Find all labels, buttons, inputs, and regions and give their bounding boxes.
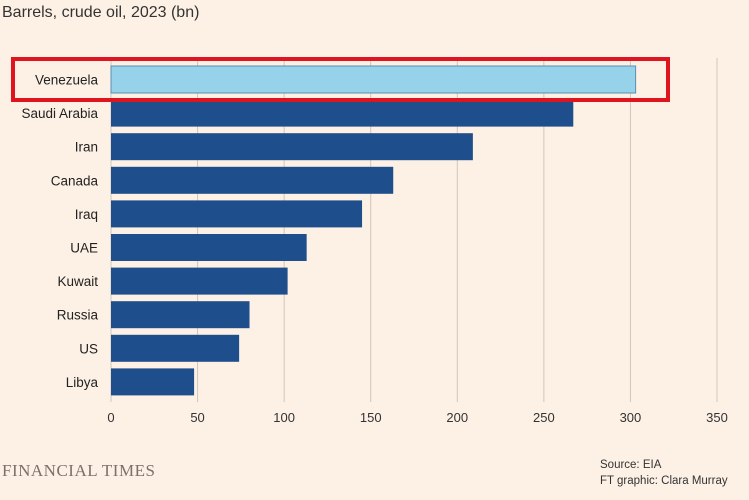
x-tick-label: 150 xyxy=(360,410,382,425)
credit-text: FT graphic: Clara Murray xyxy=(600,475,728,487)
category-label: US xyxy=(79,341,98,356)
source-note: Source: EIA FT graphic: Clara Murray xyxy=(600,457,728,489)
category-label: Russia xyxy=(57,308,99,323)
category-label: Iran xyxy=(75,140,98,155)
source-text: Source: EIA xyxy=(600,459,662,471)
x-tick-label: 350 xyxy=(706,410,728,425)
category-label: UAE xyxy=(70,241,98,256)
x-tick-label: 200 xyxy=(446,410,468,425)
category-label: Kuwait xyxy=(57,274,98,289)
bar-layer xyxy=(110,65,637,396)
x-tick-label: 50 xyxy=(190,410,204,425)
chart-title: Barrels, crude oil, 2023 (bn) xyxy=(2,4,200,21)
brand-logo: FINANCIAL TIMES xyxy=(2,461,156,480)
category-label: Venezuela xyxy=(35,73,99,88)
x-tick-layer: 0 50 100 150 200 250 300 350 xyxy=(107,410,727,425)
bar-saudi-arabia xyxy=(111,99,574,127)
bar-russia xyxy=(111,301,250,329)
category-label: Iraq xyxy=(75,207,98,222)
bar-us xyxy=(111,334,240,362)
bar-uae xyxy=(111,234,307,261)
bar-iran xyxy=(111,133,473,161)
highlight-box xyxy=(11,57,670,102)
x-tick-label: 300 xyxy=(620,410,642,425)
bar-kuwait xyxy=(111,267,288,295)
x-tick-label: 100 xyxy=(273,410,295,425)
bar-iraq xyxy=(111,200,363,228)
bar-canada xyxy=(111,166,394,194)
category-label: Canada xyxy=(51,173,99,188)
category-label: Libya xyxy=(66,375,99,390)
category-label: Saudi Arabia xyxy=(21,106,98,121)
x-tick-label: 0 xyxy=(107,410,114,425)
bar-venezuela xyxy=(110,65,637,94)
category-label-layer: Venezuela Saudi Arabia Iran Canada Iraq UAE Ku… xyxy=(21,73,98,390)
bar-libya xyxy=(111,368,195,396)
grid-layer xyxy=(110,58,718,402)
x-tick-label: 250 xyxy=(533,410,555,425)
highlight-layer xyxy=(11,57,670,102)
